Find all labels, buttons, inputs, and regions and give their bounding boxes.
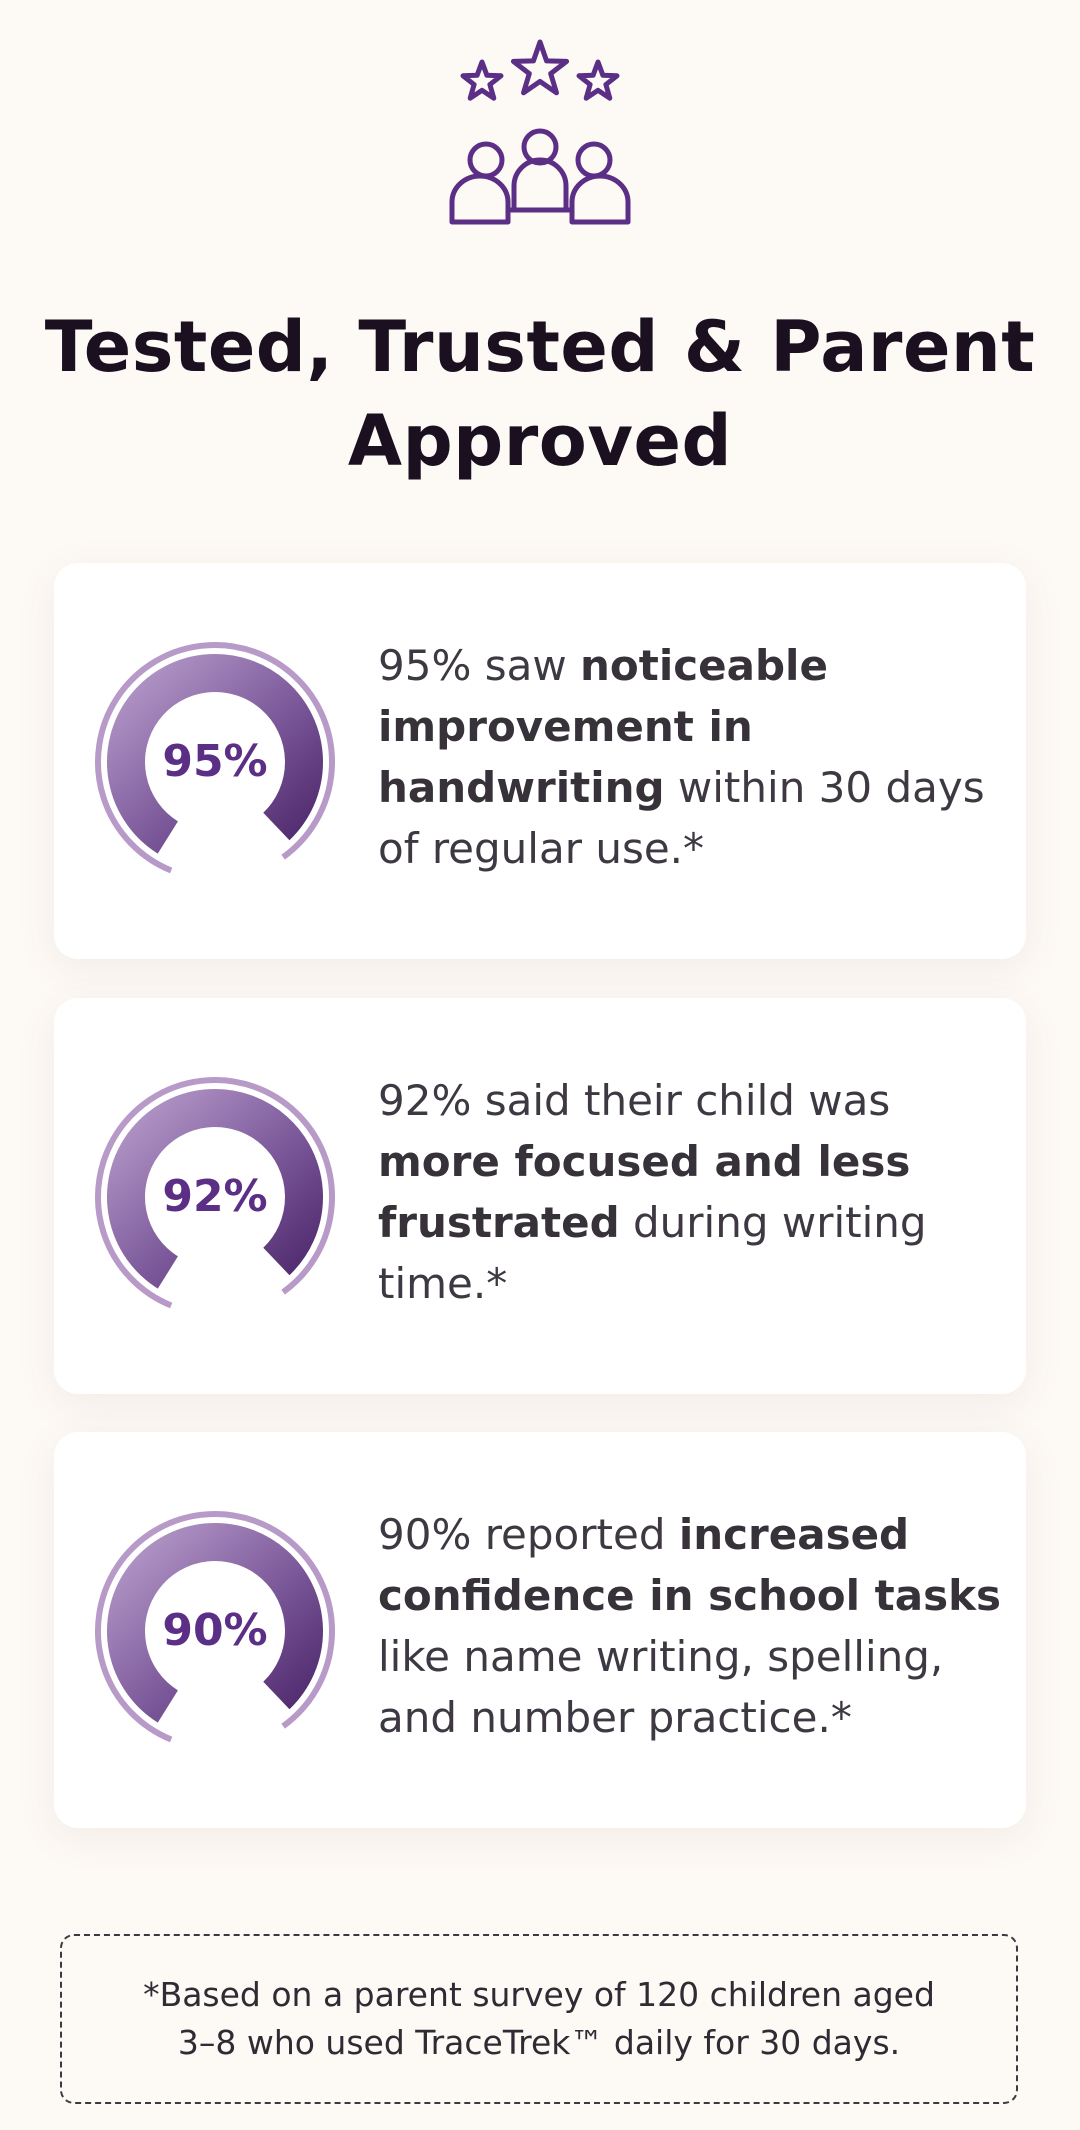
stat-card: 90% 90% reported increased confidence in… — [54, 1432, 1026, 1828]
stat-text: 92% said their child was more focused an… — [378, 1070, 1008, 1314]
percent-label: 95% — [162, 736, 268, 787]
stat-text: 90% reported increased confidence in sch… — [378, 1504, 1008, 1748]
stat-text: 95% saw noticeable improvement in handwr… — [378, 635, 1008, 879]
stat-text-prefix: 95% saw — [378, 641, 581, 690]
stat-text-highlight: noticeable improvement in handwriting — [378, 641, 828, 812]
star-icon — [460, 59, 504, 101]
percent-label: 92% — [162, 1171, 268, 1222]
stat-card: 95% 95% saw noticeable improvement in ha… — [54, 563, 1026, 959]
stat-text-prefix: 92% said their child was — [378, 1076, 891, 1125]
progress-ring — [95, 642, 335, 874]
stat-text-suffix: during writing time.* — [378, 1198, 927, 1308]
star-icon — [576, 59, 620, 101]
ring-outline — [95, 1077, 335, 1309]
family-stars-icon — [449, 39, 631, 225]
footnote-text: *Based on a parent survey of 120 childre… — [143, 1975, 935, 2062]
ring-outline — [95, 1511, 335, 1743]
stat-text-highlight: more focused and less frustrated — [378, 1137, 911, 1247]
stat-text-suffix: like name writing, spelling, and number … — [378, 1632, 944, 1742]
stat-text-prefix: 90% reported — [378, 1510, 679, 1559]
ring-progress — [107, 654, 323, 854]
percent-label: 90% — [162, 1605, 268, 1656]
page-title: Tested, Trusted & Parent Approved — [44, 306, 1036, 482]
survey-footnote: *Based on a parent survey of 120 childre… — [60, 1934, 1018, 2104]
stat-text-suffix: within 30 days of regular use.* — [378, 763, 985, 873]
progress-ring — [95, 1077, 335, 1309]
stat-text-highlight: increased confidence in school tasks — [378, 1510, 1002, 1620]
ring-progress — [107, 1523, 323, 1723]
ring-progress — [107, 1089, 323, 1289]
progress-ring — [95, 1511, 335, 1743]
star-icon — [510, 39, 570, 96]
stat-card: 92% 92% said their child was more focuse… — [54, 998, 1026, 1394]
ring-outline — [95, 642, 335, 874]
